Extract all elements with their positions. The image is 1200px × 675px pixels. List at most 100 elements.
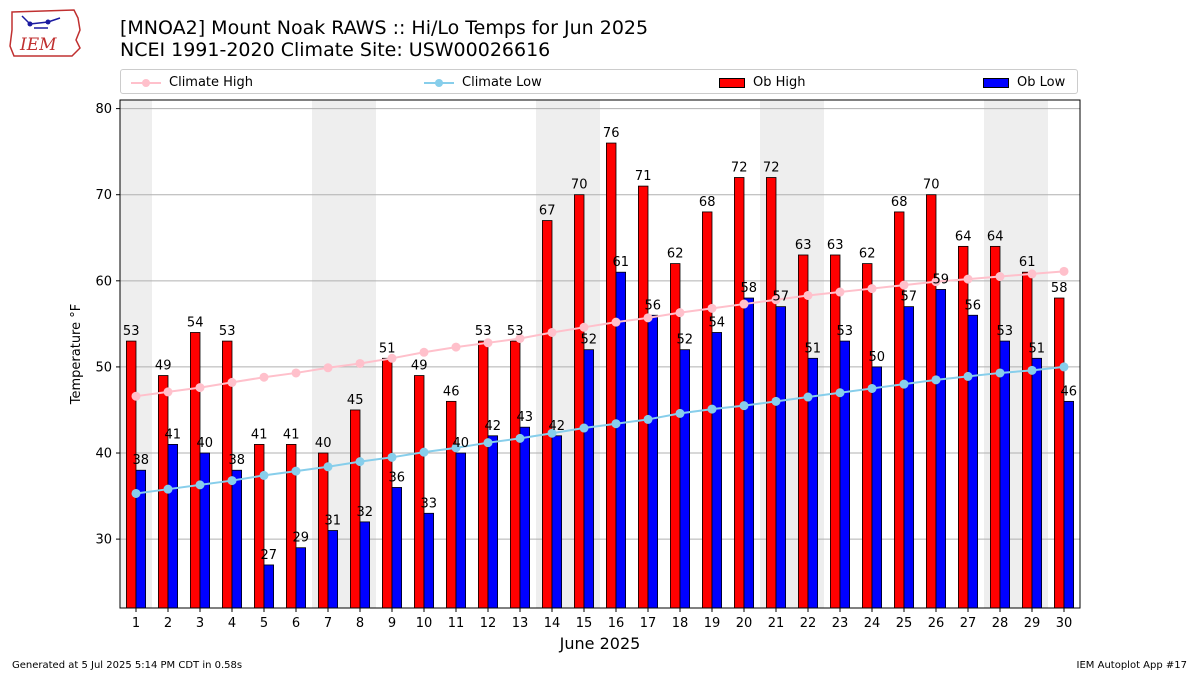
ob-low-bar — [263, 564, 275, 609]
ob-high-label: 71 — [635, 169, 652, 184]
title-line-1: [MNOA2] Mount Noak RAWS :: Hi/Lo Temps f… — [120, 17, 649, 39]
ob-low-label: 32 — [357, 505, 374, 520]
ob-high-label: 68 — [699, 195, 716, 210]
x-tick-label: 22 — [800, 616, 817, 631]
climate-low-point — [547, 428, 557, 438]
ob-low-bar — [391, 487, 403, 609]
ob-high-bar — [990, 245, 1001, 609]
legend-climate-high: Climate High — [131, 74, 253, 91]
title-line-2: NCEI 1991-2020 Climate Site: USW00026616 — [120, 39, 551, 61]
ob-high-label: 67 — [539, 204, 556, 219]
ob-low-label: 29 — [293, 531, 310, 546]
y-axis-label: Temperature °F — [69, 304, 84, 405]
climate-high-point — [611, 317, 621, 327]
climate-low-point — [451, 443, 461, 453]
footer-generated: Generated at 5 Jul 2025 5:14 PM CDT in 0… — [12, 660, 243, 671]
climate-low-point — [1027, 365, 1037, 375]
ob-high-bar — [413, 375, 425, 609]
climate-high-line — [135, 270, 1065, 398]
ob-low-bar — [679, 349, 691, 609]
x-tick-label: 20 — [736, 616, 753, 631]
ob-high-label: 53 — [123, 324, 140, 339]
ob-high-label: 46 — [443, 384, 460, 399]
ob-high-label: 70 — [923, 178, 940, 193]
ob-low-label: 46 — [1061, 384, 1078, 399]
climate-high-point — [771, 295, 781, 305]
climate-high-point — [547, 327, 557, 337]
plot-frame — [119, 99, 1081, 609]
ob-high-bar — [477, 340, 489, 609]
y-tick-label: 80 — [95, 102, 112, 117]
climate-low-point — [579, 423, 589, 433]
climate-low-point — [803, 392, 813, 402]
climate-low-point — [227, 476, 237, 486]
y-tick-label: 40 — [95, 447, 112, 462]
ob-high-bar — [894, 211, 905, 609]
ob-low-label: 38 — [133, 453, 150, 468]
ob-high-bar — [126, 340, 137, 609]
x-tick-label: 19 — [704, 616, 721, 631]
ob-low-label: 33 — [421, 496, 438, 511]
ob-high-bar — [766, 177, 777, 609]
ob-low-bar — [199, 452, 211, 609]
ob-high-label: 61 — [1019, 255, 1036, 270]
ob-low-bar — [935, 289, 947, 609]
climate-low-point — [963, 371, 973, 381]
climate-low-swatch — [424, 77, 454, 89]
legend: Climate High Climate Low Ob High Ob Low — [120, 69, 1078, 94]
climate-low-point — [739, 401, 749, 411]
climate-high-point — [1027, 269, 1037, 279]
ob-low-bar — [1031, 357, 1043, 609]
ob-low-label: 54 — [709, 315, 726, 330]
climate-low-point — [835, 388, 845, 398]
ob-low-label: 56 — [965, 298, 982, 313]
climate-high-point — [259, 372, 269, 382]
climate-low-point — [131, 488, 141, 498]
ob-high-bar — [574, 194, 585, 609]
ob-low-label: 51 — [805, 341, 822, 356]
climate-low-point — [387, 452, 397, 462]
climate-low-point — [259, 470, 269, 480]
climate-high-point — [963, 274, 973, 284]
ob-low-label: 51 — [1029, 341, 1046, 356]
ob-low-bar — [903, 306, 915, 609]
x-tick-label: 16 — [608, 616, 625, 631]
ob-high-label: 64 — [955, 229, 972, 244]
y-tick-label: 70 — [95, 188, 112, 203]
y-tick-label: 60 — [95, 274, 112, 289]
ob-high-bar — [317, 452, 329, 609]
climate-low-point — [323, 462, 333, 472]
ob-low-bar — [167, 444, 179, 609]
climate-high-point — [355, 358, 365, 368]
x-tick-label: 27 — [960, 616, 977, 631]
legend-climate-low-label: Climate Low — [462, 75, 542, 90]
ob-low-label: 38 — [229, 453, 246, 468]
x-tick-label: 8 — [356, 616, 364, 631]
x-tick-label: 12 — [480, 616, 497, 631]
legend-ob-high-label: Ob High — [753, 75, 806, 90]
ob-low-bar — [743, 297, 755, 609]
ob-low-label: 56 — [645, 298, 662, 313]
ob-high-label: 68 — [891, 195, 908, 210]
ob-high-label: 72 — [763, 160, 780, 175]
climate-low-point — [483, 438, 493, 448]
ob-low-bar — [647, 314, 659, 609]
ob-low-label: 36 — [389, 470, 406, 485]
y-tick-label: 30 — [95, 533, 112, 548]
ob-high-label: 70 — [571, 178, 588, 193]
climate-high-point — [387, 353, 397, 363]
x-tick-label: 14 — [544, 616, 561, 631]
climate-low-point — [995, 368, 1005, 378]
ob-low-bar — [519, 426, 531, 609]
climate-low-point — [707, 404, 717, 414]
ob-low-label: 42 — [549, 419, 566, 434]
ob-high-label: 54 — [187, 315, 204, 330]
climate-low-point — [675, 408, 685, 418]
ob-high-label: 64 — [987, 229, 1004, 244]
x-tick-label: 11 — [448, 616, 465, 631]
ob-low-bar — [551, 435, 563, 609]
ob-high-bar — [253, 444, 265, 609]
ob-low-label: 27 — [261, 548, 278, 563]
ob-high-bar — [189, 332, 201, 609]
climate-high-point — [131, 391, 141, 401]
